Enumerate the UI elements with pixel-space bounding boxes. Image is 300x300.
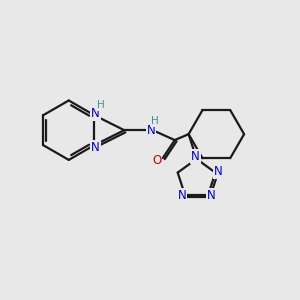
Text: H: H xyxy=(97,100,104,110)
Text: N: N xyxy=(147,124,155,137)
Text: O: O xyxy=(152,154,161,167)
Text: H: H xyxy=(151,116,159,126)
Text: N: N xyxy=(91,140,100,154)
Text: N: N xyxy=(178,189,186,202)
Text: N: N xyxy=(214,165,223,178)
Text: N: N xyxy=(91,107,100,120)
Text: N: N xyxy=(191,150,200,164)
Text: N: N xyxy=(207,189,215,202)
